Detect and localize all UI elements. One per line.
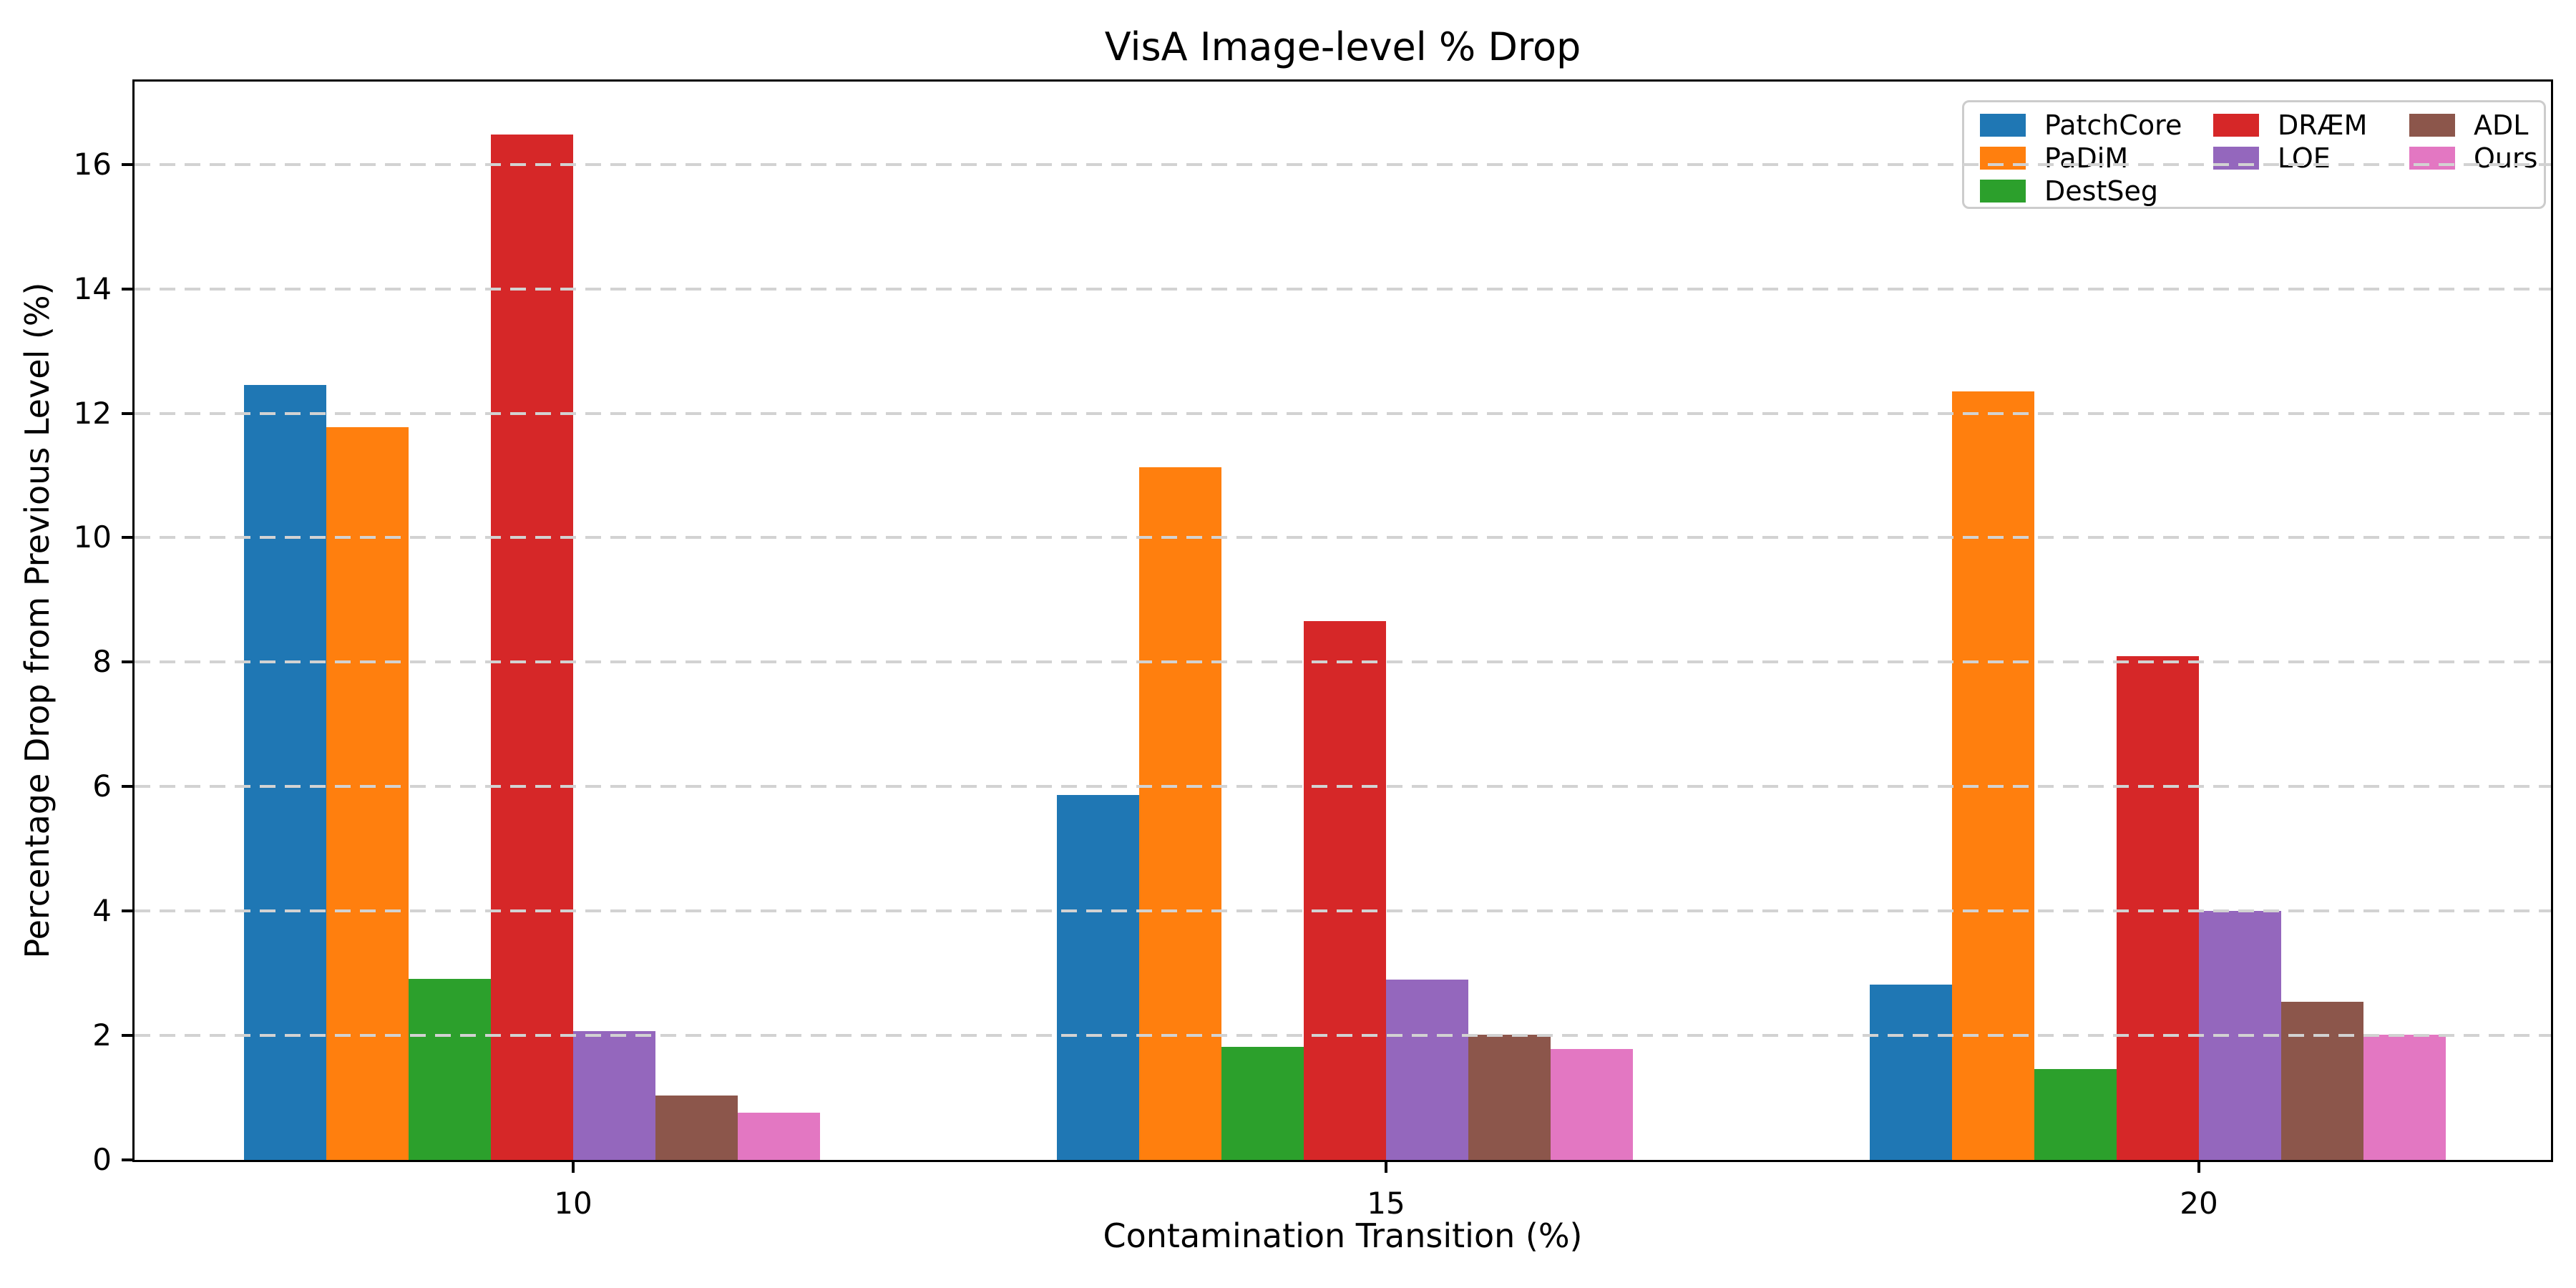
legend-swatch-adl [2409,114,2455,137]
y-tick-label-4: 4 [92,893,112,929]
y-tick-label-2: 2 [92,1018,112,1053]
gridline-6 [135,785,2551,789]
legend-item-padim: PaDiM [1980,142,2128,175]
gridline-10 [135,536,2551,540]
x-tick-10 [572,1162,575,1173]
gridline-12 [135,411,2551,415]
legend-swatch-destseg [1980,180,2026,203]
legend-label-patchcore: PatchCore [2044,109,2182,141]
legend-swatch-loe [2213,147,2259,170]
bar-dr-m-15 [1304,620,1386,1160]
bar-ours-20 [2363,1035,2446,1160]
chart-title: VisA Image-level % Drop [1104,24,1581,69]
bar-dr-m-20 [2117,655,2199,1160]
legend-item-destseg: DestSeg [1980,175,2158,208]
bar-adl-15 [1468,1035,1551,1160]
y-axis-label: Percentage Drop from Previous Level (%) [18,282,57,959]
x-tick-label-15: 15 [1367,1186,1405,1221]
legend-label-dr-m: DRÆM [2278,109,2368,141]
y-tick-12 [122,411,132,415]
bar-patchcore-15 [1057,794,1139,1160]
x-tick-15 [1385,1162,1387,1173]
bar-adl-20 [2281,1002,2363,1160]
legend-item-adl: ADL [2409,109,2528,142]
y-tick-label-10: 10 [73,519,112,555]
y-tick-8 [122,660,132,664]
legend-label-padim: PaDiM [2044,142,2129,174]
y-tick-label-12: 12 [73,395,112,431]
plot-area: 0 2 4 6 8 10 12 14 16 10 15 20 [74,79,2553,1219]
legend-label-ours: Ours [2474,142,2538,174]
y-tick-10 [122,536,132,540]
legend-label-adl: ADL [2474,109,2529,141]
gridline-16 [135,162,2551,166]
y-tick-4 [122,909,132,913]
gridline-4 [135,909,2551,913]
x-tick-label-10: 10 [554,1186,592,1221]
bar-destseg-10 [409,978,491,1160]
y-tick-label-8: 8 [92,644,112,680]
y-tick-label-0: 0 [92,1142,112,1177]
bar-padim-10 [326,426,409,1160]
legend-swatch-dr-m [2213,114,2259,137]
y-tick-label-6: 6 [92,769,112,804]
x-tick-label-20: 20 [2180,1186,2218,1221]
bar-dr-m-10 [491,134,573,1160]
x-tick-20 [2197,1162,2200,1173]
y-tick-2 [122,1034,132,1038]
bar-padim-20 [1952,391,2034,1160]
legend-item-dr-m: DRÆM [2213,109,2367,142]
bar-destseg-20 [2034,1069,2117,1160]
y-tick-0 [122,1158,132,1161]
y-tick-label-16: 16 [73,146,112,182]
legend-label-destseg: DestSeg [2044,175,2158,207]
y-tick-label-14: 14 [73,270,112,306]
bar-patchcore-20 [1870,984,1952,1160]
legend-swatch-ours [2409,147,2455,170]
gridline-8 [135,660,2551,664]
legend-item-patchcore: PatchCore [1980,109,2182,142]
bar-patchcore-10 [244,385,326,1160]
bar-ours-15 [1551,1049,1633,1160]
legend-label-loe: LOE [2278,142,2331,174]
legend-swatch-patchcore [1980,114,2026,137]
y-tick-6 [122,785,132,789]
y-tick-16 [122,162,132,166]
bar-loe-10 [573,1031,655,1160]
bar-destseg-15 [1221,1046,1304,1160]
legend: PatchCore PaDiM DestSeg DRÆM LOE ADL Ours [1962,100,2546,209]
bar-padim-15 [1139,467,1221,1160]
bar-adl-10 [655,1095,738,1160]
gridline-14 [135,287,2551,291]
legend-item-ours: Ours [2409,142,2537,175]
bar-ours-10 [738,1112,820,1160]
y-tick-14 [122,287,132,291]
x-axis-label: Contamination Transition (%) [1103,1216,1583,1255]
legend-swatch-padim [1980,147,2026,170]
gridline-2 [135,1034,2551,1038]
legend-item-loe: LOE [2213,142,2331,175]
bar-loe-15 [1386,979,1468,1160]
